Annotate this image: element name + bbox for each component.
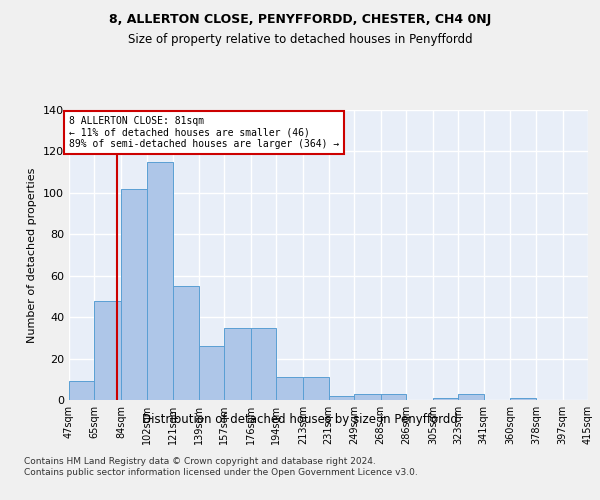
Text: 8 ALLERTON CLOSE: 81sqm
← 11% of detached houses are smaller (46)
89% of semi-de: 8 ALLERTON CLOSE: 81sqm ← 11% of detache… (69, 116, 339, 150)
Bar (277, 377, 303, 400)
Bar (458, 394, 484, 400)
Bar (199, 346, 224, 400)
Bar (146, 162, 173, 400)
Bar (380, 394, 406, 400)
Bar (173, 286, 199, 400)
Y-axis label: Number of detached properties: Number of detached properties (28, 168, 37, 342)
Bar (354, 394, 380, 400)
Bar (251, 328, 277, 400)
Bar (303, 377, 329, 400)
Text: Size of property relative to detached houses in Penyffordd: Size of property relative to detached ho… (128, 32, 472, 46)
Bar (329, 396, 354, 400)
Bar (588, 394, 600, 400)
Bar (511, 398, 536, 400)
Text: Distribution of detached houses by size in Penyffordd: Distribution of detached houses by size … (142, 412, 458, 426)
Bar (224, 328, 251, 400)
Bar (433, 398, 458, 400)
Text: 8, ALLERTON CLOSE, PENYFFORDD, CHESTER, CH4 0NJ: 8, ALLERTON CLOSE, PENYFFORDD, CHESTER, … (109, 12, 491, 26)
Bar (121, 188, 146, 400)
Bar (94, 300, 121, 400)
Bar (69, 382, 94, 400)
Text: Contains HM Land Registry data © Crown copyright and database right 2024.
Contai: Contains HM Land Registry data © Crown c… (24, 458, 418, 477)
